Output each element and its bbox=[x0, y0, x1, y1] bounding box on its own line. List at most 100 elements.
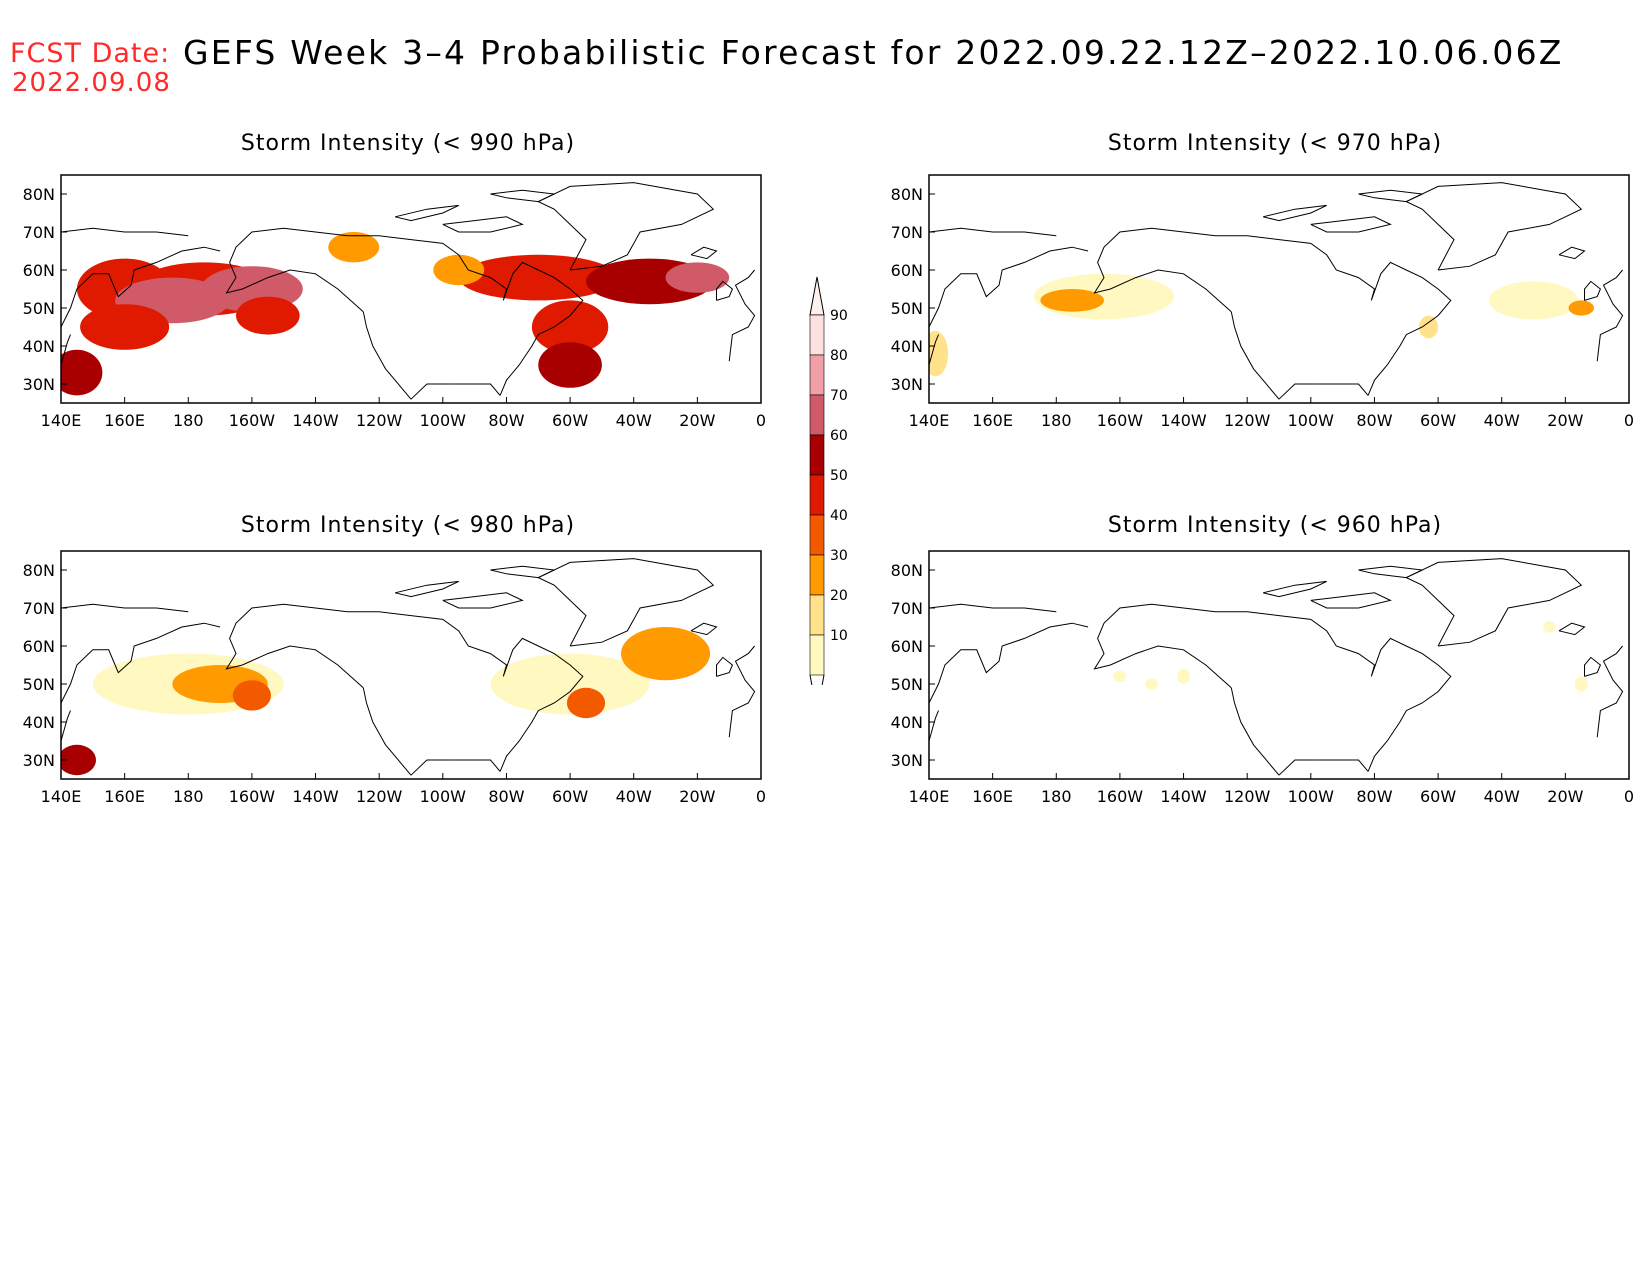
lon-tick-label: 120W bbox=[1224, 787, 1271, 806]
coastline bbox=[1310, 216, 1392, 233]
coastline bbox=[1317, 383, 1369, 396]
coastline bbox=[1596, 269, 1624, 362]
lon-tick-label: 20W bbox=[1547, 411, 1583, 430]
forecast-date-value: 2022.09.08 bbox=[12, 68, 171, 98]
probability-blob bbox=[538, 342, 602, 388]
probability-blob bbox=[236, 296, 300, 335]
lat-tick-label: 40N bbox=[891, 713, 923, 732]
probability-blob bbox=[458, 254, 618, 301]
colorbar-label: 30 bbox=[830, 548, 848, 564]
coastline bbox=[1558, 246, 1586, 260]
coastline bbox=[1230, 311, 1280, 400]
lat-tick-label: 60N bbox=[23, 261, 55, 280]
coastline bbox=[61, 246, 221, 328]
map-panel-p990: 140E 160E 180 160W 140W 120W 100W 80W 60W 40W 20W 0… bbox=[23, 174, 766, 430]
lat-tick-label: 50N bbox=[891, 675, 923, 694]
coastline bbox=[61, 622, 221, 704]
lon-tick-label: 100W bbox=[420, 787, 467, 806]
lon-tick-label: 160E bbox=[972, 411, 1013, 430]
lat-tick-label: 80N bbox=[23, 185, 55, 204]
map-panel-p980: 140E 160E 180 160W 140W 120W 100W 80W 60W 40W 20W 0… bbox=[23, 550, 766, 806]
probability-blob bbox=[1489, 281, 1579, 320]
coastline bbox=[362, 687, 412, 776]
map-frame bbox=[928, 174, 1630, 404]
probability-blob bbox=[1177, 668, 1190, 685]
probability-blob bbox=[929, 330, 949, 377]
colorbar-segment bbox=[809, 474, 825, 516]
colorbar-label: 10 bbox=[830, 628, 848, 644]
coastline bbox=[490, 189, 556, 203]
lon-tick-label: 160E bbox=[104, 411, 145, 430]
coastline bbox=[929, 246, 1089, 328]
colorbar-label: 20 bbox=[830, 588, 848, 604]
coastline bbox=[490, 565, 556, 579]
lat-tick-label: 30N bbox=[23, 751, 55, 770]
map-panel-p960: 140E 160E 180 160W 140W 120W 100W 80W 60W 40W 20W 0… bbox=[891, 550, 1634, 806]
probability-blob bbox=[621, 627, 711, 681]
lat-tick-label: 80N bbox=[23, 561, 55, 580]
coastline bbox=[61, 710, 71, 742]
lat-tick-label: 30N bbox=[891, 375, 923, 394]
coastline bbox=[1093, 603, 1452, 772]
colorbar-label: 90 bbox=[830, 308, 848, 324]
colorbar-segment bbox=[809, 594, 825, 636]
lat-tick-label: 40N bbox=[891, 337, 923, 356]
lon-tick-label: 140W bbox=[292, 787, 339, 806]
panel-title-960: Storm Intensity (< 960 hPa) bbox=[1107, 513, 1443, 538]
lon-tick-label: 20W bbox=[679, 411, 715, 430]
colorbar-segment bbox=[809, 634, 825, 676]
lat-tick-label: 70N bbox=[23, 223, 55, 242]
probability-blob bbox=[433, 254, 485, 286]
lon-tick-label: 160W bbox=[1097, 787, 1144, 806]
lon-tick-label: 180 bbox=[173, 411, 204, 430]
coastline bbox=[716, 656, 734, 677]
lon-tick-label: 60W bbox=[552, 411, 588, 430]
coastline bbox=[929, 603, 1057, 613]
coastline bbox=[442, 216, 524, 233]
lat-tick-label: 70N bbox=[891, 223, 923, 242]
lon-tick-label: 140E bbox=[41, 787, 82, 806]
coastline bbox=[1262, 204, 1327, 222]
coastline bbox=[537, 182, 715, 271]
lon-tick-label: 60W bbox=[552, 787, 588, 806]
coastline bbox=[1278, 759, 1318, 776]
probability-blob bbox=[1419, 315, 1439, 339]
colorbar-top-arrow bbox=[809, 276, 825, 316]
coastline bbox=[362, 311, 412, 400]
lat-tick-label: 30N bbox=[891, 751, 923, 770]
lon-tick-label: 40W bbox=[616, 411, 652, 430]
lon-tick-label: 100W bbox=[1288, 411, 1335, 430]
panel-title-990: Storm Intensity (< 990 hPa) bbox=[240, 131, 576, 156]
colorbar-segment bbox=[809, 514, 825, 556]
lon-tick-label: 60W bbox=[1420, 787, 1456, 806]
probability-blob bbox=[1574, 676, 1588, 692]
colorbar-label: 60 bbox=[830, 428, 848, 444]
lon-tick-label: 40W bbox=[616, 787, 652, 806]
coastline bbox=[1262, 580, 1327, 598]
coastline bbox=[1317, 759, 1369, 772]
lon-tick-label: 180 bbox=[1041, 411, 1072, 430]
lon-tick-label: 80W bbox=[488, 411, 524, 430]
colorbar-label: 50 bbox=[830, 468, 848, 484]
coastline bbox=[442, 592, 524, 609]
coastline bbox=[1310, 592, 1392, 609]
lon-tick-label: 140E bbox=[41, 411, 82, 430]
lat-tick-label: 60N bbox=[23, 637, 55, 656]
coastline bbox=[61, 227, 189, 237]
lon-tick-label: 160E bbox=[104, 787, 145, 806]
lat-tick-label: 50N bbox=[891, 299, 923, 318]
lon-tick-label: 80W bbox=[488, 787, 524, 806]
map-frame bbox=[60, 174, 762, 404]
lon-tick-label: 140E bbox=[909, 787, 950, 806]
coastline bbox=[1230, 687, 1280, 776]
colorbar-segment bbox=[809, 554, 825, 596]
lon-tick-label: 20W bbox=[1547, 787, 1583, 806]
coastline bbox=[929, 710, 939, 742]
coastline bbox=[1596, 645, 1624, 738]
probability-blob bbox=[328, 232, 380, 263]
lon-tick-label: 80W bbox=[1356, 787, 1392, 806]
probability-blob bbox=[566, 687, 606, 719]
lon-tick-label: 160W bbox=[229, 411, 276, 430]
lon-tick-label: 120W bbox=[1224, 411, 1271, 430]
coastline bbox=[449, 383, 501, 396]
